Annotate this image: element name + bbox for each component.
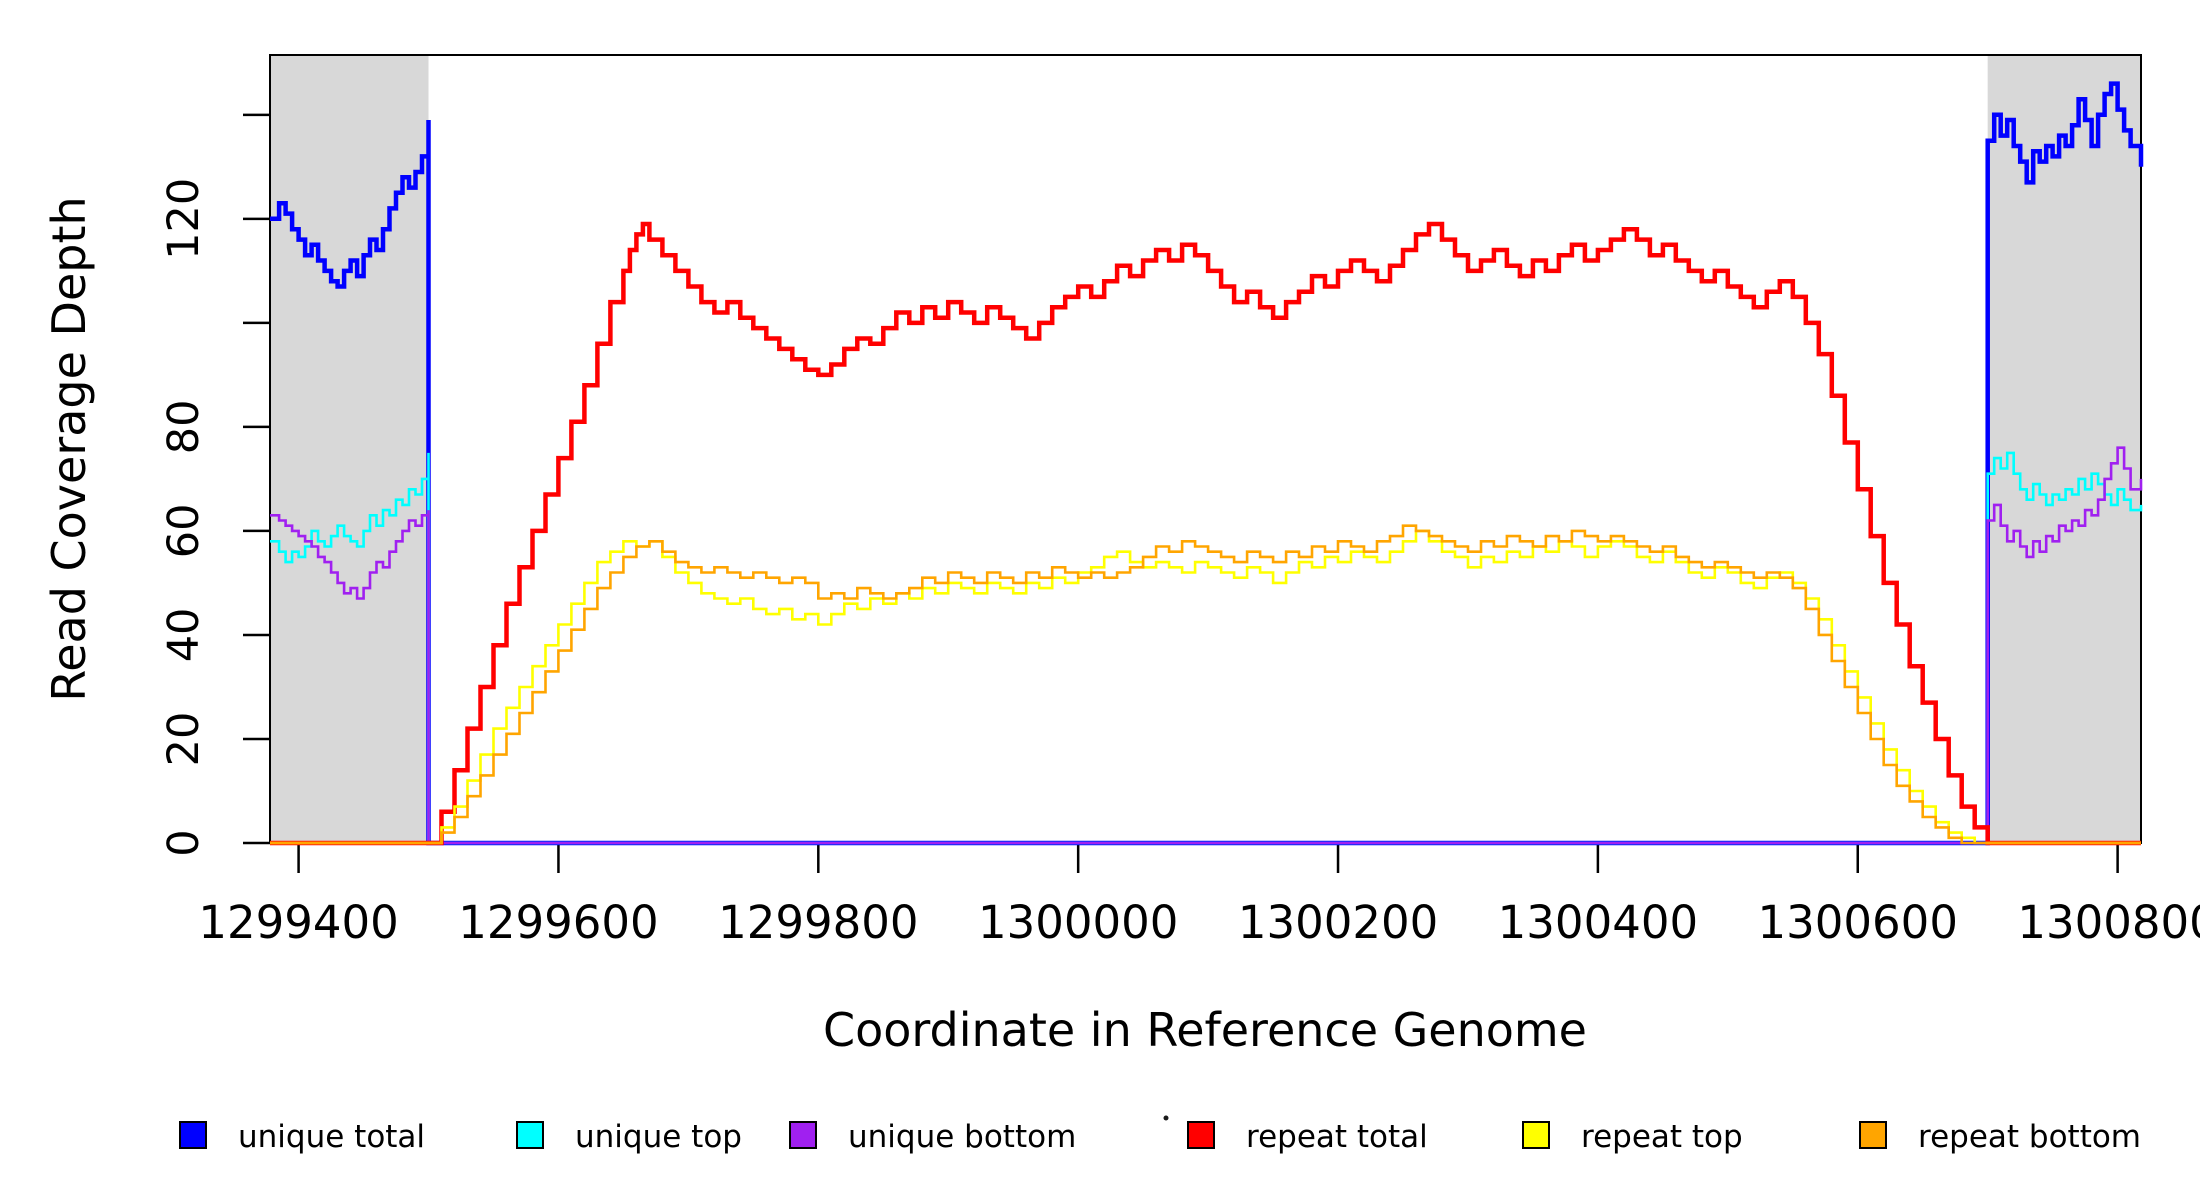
y-tick-label: 80: [159, 400, 209, 455]
legend-label-unique-top: unique top: [575, 1119, 742, 1155]
unique-region: [270, 55, 429, 843]
artifact-dot: [1163, 1115, 1169, 1121]
x-tick-label: 1300800: [2017, 896, 2200, 949]
legend-swatch-repeat-bottom: [1859, 1121, 1887, 1149]
x-axis-title: Coordinate in Reference Genome: [823, 1003, 1587, 1057]
coverage-series: [270, 81, 2144, 846]
series-unique-total: [270, 81, 2144, 846]
y-tick-label: 0: [159, 829, 209, 856]
legend-label-unique-bottom: unique bottom: [848, 1119, 1076, 1155]
legend-swatch-repeat-total: [1187, 1121, 1215, 1149]
series-repeat-total: [270, 221, 2141, 846]
x-tick-label: 1300400: [1498, 896, 1698, 949]
series-unique-top: [270, 451, 2143, 845]
x-axis: 1299400 1299600 1299800 1300000 1300200 13004…: [198, 845, 2200, 949]
y-tick-label: 20: [159, 712, 209, 767]
legend-swatch-unique-top: [516, 1121, 544, 1149]
legend-label-unique-total: unique total: [238, 1119, 425, 1155]
x-tick-label: 1300600: [1758, 896, 1958, 949]
stray-dot: [1163, 1115, 1169, 1121]
x-tick-label: 1300200: [1238, 896, 1438, 949]
x-tick-label: 1300000: [978, 896, 1178, 949]
x-tick-label: 1299600: [458, 896, 658, 949]
legend-label-repeat-bottom: repeat bottom: [1918, 1119, 2141, 1155]
legend-label-repeat-top: repeat top: [1581, 1119, 1743, 1155]
x-tick-label: 1299800: [718, 896, 918, 949]
series-repeat-bottom: [270, 524, 2141, 845]
unique-region: [1987, 55, 2141, 843]
plot-frame: [269, 54, 2142, 844]
legend-swatch-repeat-top: [1522, 1121, 1550, 1149]
legend: unique total unique top unique bottom repea…: [179, 1119, 2141, 1155]
series-unique-bottom: [270, 446, 2143, 845]
legend-swatch-unique-bottom: [789, 1121, 817, 1149]
series-repeat-top: [270, 529, 2141, 845]
legend-label-repeat-total: repeat total: [1246, 1119, 1428, 1155]
legend-swatch-unique-total: [179, 1121, 207, 1149]
y-axis-title: Read Coverage Depth: [42, 196, 96, 701]
y-tick-label: 120: [159, 178, 209, 260]
x-tick-label: 1299400: [198, 896, 398, 949]
y-tick-label: 60: [159, 504, 209, 559]
unique-region-shading: [270, 55, 2141, 843]
y-axis: 0 20 40 60 80 120: [159, 113, 270, 857]
y-tick-label: 40: [159, 608, 209, 663]
plot-box: [269, 54, 2142, 844]
